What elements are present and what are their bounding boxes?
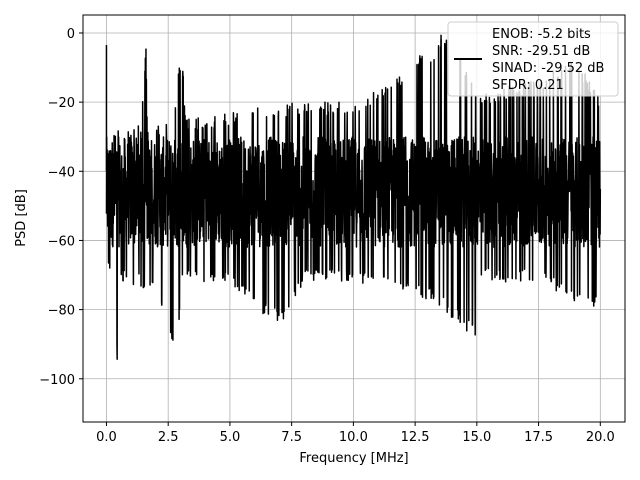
x-tick-label: 0.0 (96, 430, 117, 445)
legend-entry-enob: ENOB: -5.2 bits (492, 27, 591, 42)
y-tick-label: 0 (67, 27, 75, 42)
x-tick-label: 20.0 (586, 430, 615, 445)
plot-frame (82, 14, 626, 423)
plot-data (105, 34, 602, 361)
legend-entry-sfdr: SFDR: 0.21 (492, 78, 564, 93)
y-axis-ticks: 0 −20 −40 −60 −80 −100 (39, 27, 83, 388)
x-tick-label: 17.5 (524, 430, 553, 445)
x-axis-label: Frequency [MHz] (299, 451, 408, 466)
legend-entry-sinad: SINAD: -29.52 dB (492, 61, 604, 76)
y-tick-label: −20 (48, 96, 75, 111)
legend: ENOB: -5.2 bits SNR: -29.51 dB SINAD: -2… (447, 21, 619, 97)
psd-series-line (105, 38, 602, 361)
x-tick-label: 7.5 (281, 430, 302, 445)
y-axis-label: PSD [dB] (14, 189, 29, 247)
x-tick-label: 5.0 (220, 430, 241, 445)
legend-entry-snr: SNR: -29.51 dB (492, 44, 590, 59)
x-tick-label: 2.5 (158, 430, 179, 445)
y-tick-label: −100 (39, 373, 75, 388)
y-tick-label: −80 (48, 304, 75, 319)
x-tick-label: 12.5 (401, 430, 430, 445)
x-axis-ticks: 0.0 2.5 5.0 7.5 10.0 12.5 15.0 17.5 20.0 (96, 422, 615, 445)
y-tick-label: −60 (48, 234, 75, 249)
legend-box (447, 21, 619, 97)
x-tick-label: 15.0 (462, 430, 491, 445)
y-tick-label: −40 (48, 165, 75, 180)
x-tick-label: 10.0 (339, 430, 368, 445)
